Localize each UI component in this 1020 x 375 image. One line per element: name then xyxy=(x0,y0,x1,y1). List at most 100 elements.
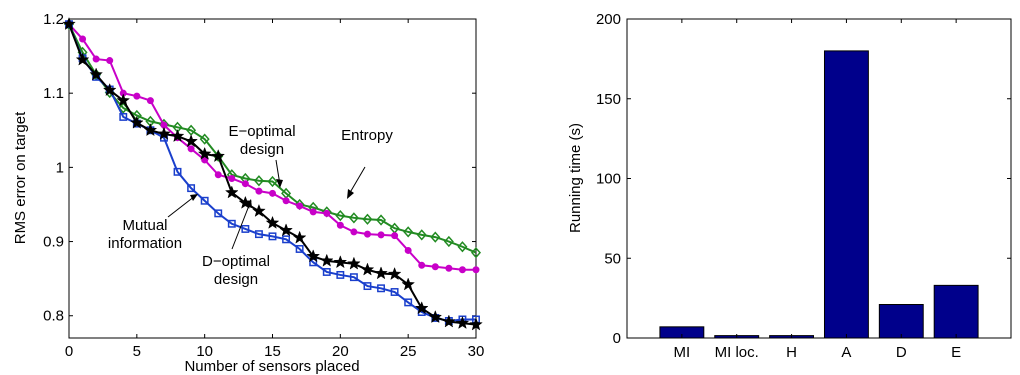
line-chart-plot-area xyxy=(68,18,477,339)
data-point-d_optimal xyxy=(441,314,456,328)
data-point-e_optimal xyxy=(79,35,87,43)
x-tick-label: MI loc. xyxy=(715,344,759,361)
data-point-d_optimal xyxy=(157,126,171,140)
data-point-d_optimal xyxy=(75,52,90,66)
data-point-mutual_info xyxy=(282,235,291,244)
line-chart-y-axis: 0.8 0.9 1 1.1 1.2 xyxy=(43,11,476,325)
x-tick-label: 15 xyxy=(264,343,281,360)
data-point-d_optimal xyxy=(469,317,483,331)
annotation-mutual-arrowhead xyxy=(190,194,198,201)
bar-d xyxy=(878,304,924,339)
bar-chart-plot-area xyxy=(626,18,1012,339)
data-point-e_optimal xyxy=(106,57,114,65)
data-point-e_optimal xyxy=(404,246,412,254)
data-point-d_optimal xyxy=(252,203,266,217)
line-chart-y-label: RMS error on target xyxy=(12,111,29,244)
data-point-mutual_info xyxy=(187,184,196,193)
annotation-entropy-line1: Entropy xyxy=(341,127,393,144)
y-tick-label: 0.8 xyxy=(43,308,64,325)
data-point-entropy xyxy=(376,214,387,226)
data-point-e_optimal xyxy=(377,231,385,239)
annotation-e-optimal-line2: design xyxy=(240,141,284,158)
data-point-mutual_info xyxy=(119,112,128,121)
x-tick-label: 10 xyxy=(196,343,213,360)
x-tick-label: D xyxy=(896,344,907,361)
x-tick-label: E xyxy=(951,344,961,361)
bar-e xyxy=(933,284,979,339)
data-point-e_optimal xyxy=(363,230,371,238)
line-chart-x-label: Number of sensors placed xyxy=(184,358,359,375)
data-point-entropy xyxy=(403,226,414,238)
series-line-entropy xyxy=(68,23,477,254)
data-point-entropy xyxy=(470,247,482,259)
data-point-d_optimal xyxy=(360,262,375,276)
data-point-e_optimal xyxy=(92,55,100,63)
data-point-e_optimal xyxy=(241,180,249,188)
data-point-mutual_info xyxy=(363,282,372,291)
x-tick-label: 0 xyxy=(65,343,73,360)
annotation-e-optimal: E−optimal design xyxy=(228,123,296,188)
data-point-mutual_info xyxy=(377,284,385,293)
data-point-d_optimal xyxy=(102,82,117,97)
x-tick-label: H xyxy=(786,344,797,361)
data-point-entropy xyxy=(348,212,359,224)
data-point-d_optimal xyxy=(62,16,76,31)
data-point-e_optimal xyxy=(187,145,195,153)
data-point-mutual_info xyxy=(390,288,399,296)
x-tick-label: 20 xyxy=(332,343,349,360)
data-point-mutual_info xyxy=(404,298,413,307)
data-point-e_optimal xyxy=(336,221,344,229)
data-point-entropy xyxy=(457,241,468,253)
data-point-mutual_info xyxy=(173,167,182,176)
rms-error-line-chart: 0 5 10 15 20 25 30 0.8 0.9 1 1.1 1.2 Number of sen… xyxy=(12,11,484,375)
annotation-d-optimal-line2: design xyxy=(214,271,258,288)
data-point-entropy xyxy=(362,213,373,225)
data-point-entropy xyxy=(199,133,210,145)
data-point-entropy xyxy=(335,209,346,222)
data-point-d_optimal xyxy=(224,185,239,199)
y-tick-label: 0.9 xyxy=(43,234,64,251)
bar-a xyxy=(823,50,869,339)
data-point-entropy xyxy=(253,175,264,187)
data-point-d_optimal xyxy=(143,123,158,137)
data-point-e_optimal xyxy=(255,187,263,195)
bar-chart-bars xyxy=(659,50,979,339)
x-tick-label: 25 xyxy=(400,343,417,360)
data-point-e_optimal xyxy=(282,197,290,205)
data-point-e_optimal xyxy=(146,97,154,105)
bar-chart-y-axis: 0 50 100 150 200 xyxy=(596,11,1011,347)
data-point-mutual_info xyxy=(214,209,223,218)
data-point-d_optimal xyxy=(197,146,212,160)
annotation-entropy-arrowhead xyxy=(347,189,354,199)
data-point-mutual_info xyxy=(336,270,345,279)
y-tick-label: 100 xyxy=(596,171,621,188)
annotation-d-optimal-line1: D−optimal xyxy=(202,253,270,270)
line-chart-x-axis: 0 5 10 15 20 25 30 xyxy=(65,19,484,360)
data-point-d_optimal xyxy=(347,256,361,270)
data-point-e_optimal xyxy=(228,175,236,182)
data-point-e_optimal xyxy=(214,171,222,179)
data-point-d_optimal xyxy=(279,223,293,237)
data-point-e_optimal xyxy=(309,208,317,216)
data-point-e_optimal xyxy=(391,232,399,240)
annotation-entropy: Entropy xyxy=(341,127,393,199)
data-point-d_optimal xyxy=(414,301,429,315)
data-point-d_optimal xyxy=(374,266,388,280)
data-point-e_optimal xyxy=(458,266,466,274)
annotation-mutual-line1: Mutual xyxy=(122,217,167,234)
data-point-e_optimal xyxy=(323,209,331,217)
y-tick-label: 150 xyxy=(596,91,621,108)
y-tick-label: 0 xyxy=(613,330,621,347)
data-point-d_optimal xyxy=(116,93,131,107)
data-point-d_optimal xyxy=(333,255,348,269)
y-tick-label: 1.2 xyxy=(43,11,64,28)
series-d_optimal xyxy=(62,16,483,331)
data-point-d_optimal xyxy=(184,134,198,148)
annotation-d-optimal-arrowhead xyxy=(245,199,252,208)
data-point-entropy xyxy=(416,229,427,241)
data-point-e_optimal xyxy=(445,264,453,272)
data-point-d_optimal xyxy=(387,266,402,281)
bar-chart-y-label: Running time (s) xyxy=(567,123,584,233)
annotation-e-optimal-arrowhead xyxy=(276,179,283,188)
annotation-d-optimal: D−optimal design xyxy=(202,199,270,288)
